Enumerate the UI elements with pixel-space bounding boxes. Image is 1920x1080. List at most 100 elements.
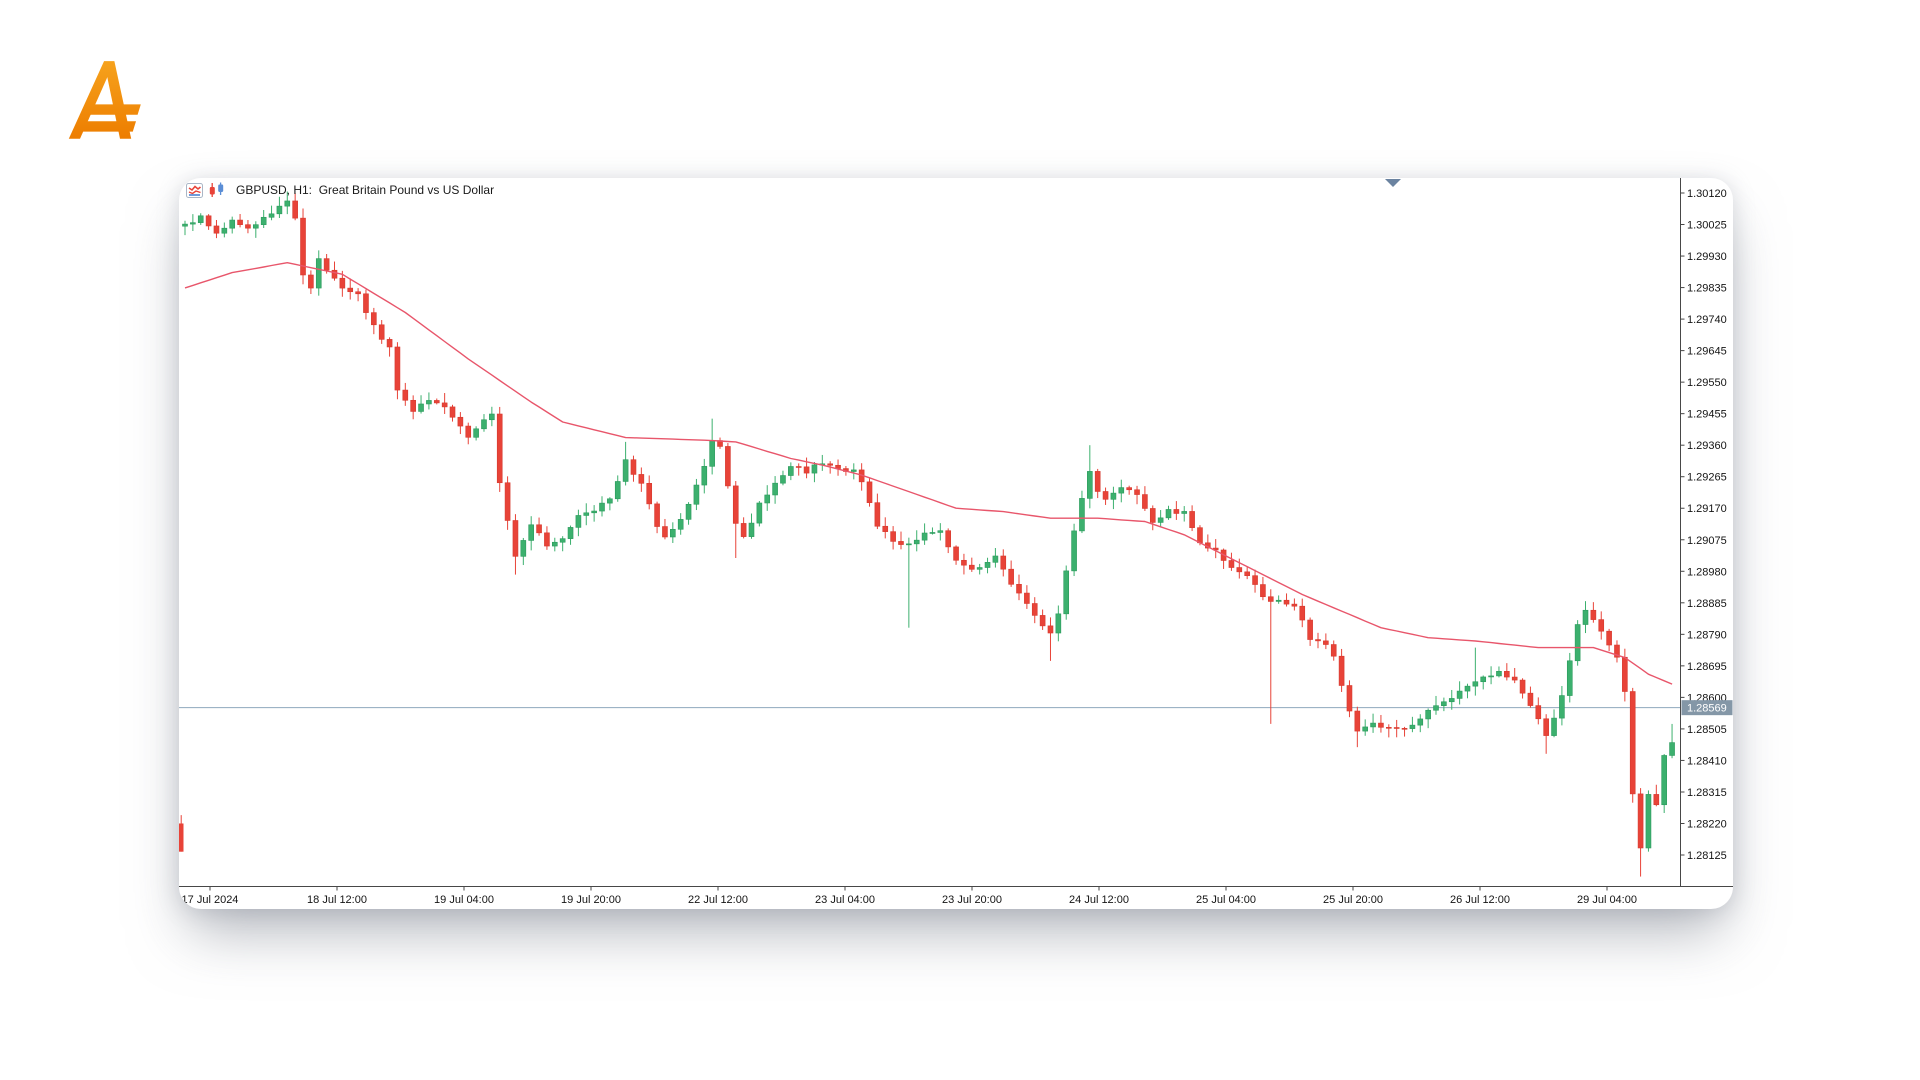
- candle-body: [1496, 671, 1502, 677]
- candle-body: [512, 520, 519, 557]
- candle-body: [245, 224, 251, 229]
- candle-body: [1401, 728, 1408, 730]
- candle-body: [614, 481, 621, 500]
- candle-body: [1260, 584, 1266, 598]
- candle-body: [709, 440, 715, 467]
- price-scale[interactable]: 1.30120 1.30025 1.29930 1.29835 1.29740 1.296…: [1680, 188, 1727, 862]
- candle-body: [630, 459, 637, 475]
- candle-body: [276, 205, 283, 215]
- candle-body: [1488, 675, 1494, 678]
- candle-body: [1527, 692, 1534, 706]
- x-tick-label: 19 Jul 04:00: [434, 894, 494, 906]
- moving-average-line[interactable]: [184, 262, 1673, 685]
- candle-body: [874, 502, 881, 527]
- candle-body: [575, 515, 582, 528]
- candle-body: [732, 485, 739, 524]
- price-chart[interactable]: 1.30120 1.30025 1.29930 1.29835 1.29740 1.296…: [179, 178, 1733, 909]
- candle-body: [1464, 685, 1471, 692]
- candle-body: [1047, 625, 1054, 634]
- x-tick-label: 26 Jul 12:00: [1450, 894, 1510, 906]
- candle-body: [725, 446, 731, 487]
- candle-body: [1031, 603, 1038, 616]
- chart-shift-marker-icon[interactable]: [1385, 179, 1401, 187]
- candle-body: [1307, 619, 1313, 640]
- candle-body: [1472, 681, 1479, 687]
- candle-body: [1661, 755, 1667, 806]
- candle-body: [1441, 701, 1447, 706]
- candle-body: [536, 524, 542, 534]
- y-tick-label: 1.30025: [1687, 220, 1727, 232]
- chart-header: GBPUSD, H1: Great Britain Pound vs US Do…: [186, 182, 494, 198]
- y-tick-label: 1.29740: [1687, 314, 1727, 326]
- candle-body: [1409, 724, 1416, 729]
- x-tick-label: 25 Jul 20:00: [1323, 894, 1383, 906]
- candles-layer[interactable]: [182, 191, 1675, 877]
- candle-body: [780, 475, 786, 484]
- candle-body: [229, 219, 236, 229]
- candle-body: [1346, 685, 1353, 712]
- candle-body: [205, 215, 212, 227]
- candle-body: [441, 402, 448, 408]
- candle-body: [654, 503, 660, 527]
- candle-body: [1118, 487, 1125, 494]
- candle-body: [308, 274, 314, 289]
- candle-body: [693, 484, 700, 505]
- y-tick-label: 1.29835: [1687, 283, 1727, 295]
- x-tick-label: 25 Jul 04:00: [1196, 894, 1256, 906]
- x-tick-label: 17 Jul 2024: [182, 894, 239, 906]
- candle-body: [253, 224, 259, 229]
- y-tick-label: 1.29360: [1687, 440, 1727, 452]
- candle-body: [457, 416, 464, 427]
- candle-body: [213, 225, 220, 234]
- candle-body: [929, 532, 936, 534]
- candle-body: [670, 528, 676, 538]
- candle-body: [1197, 527, 1203, 544]
- y-tick-label: 1.28885: [1687, 598, 1727, 610]
- candle-body: [1267, 596, 1274, 602]
- candle-body: [788, 466, 794, 476]
- candle-body: [1574, 624, 1581, 662]
- candle-body: [756, 502, 763, 524]
- y-tick-label: 1.28315: [1687, 787, 1727, 799]
- candle-body: [1511, 676, 1518, 681]
- candle-body: [827, 463, 833, 466]
- chart-card: 1.30120 1.30025 1.29930 1.29835 1.29740 1.296…: [179, 178, 1733, 909]
- candle-body: [559, 538, 566, 543]
- candle-body: [638, 474, 645, 484]
- candle-body: [1283, 599, 1290, 605]
- candle-body: [1299, 605, 1306, 621]
- candle-body: [984, 562, 991, 568]
- candle-body: [1110, 492, 1117, 500]
- candle-body: [1629, 691, 1636, 795]
- candle-body: [1582, 609, 1589, 625]
- candle-body: [1275, 599, 1282, 602]
- candle-body: [237, 219, 243, 225]
- candle-body: [992, 555, 999, 563]
- axes: [179, 178, 1733, 887]
- candle-body: [795, 466, 802, 468]
- candle-body: [528, 524, 534, 541]
- x-tick-label: 18 Jul 12:00: [307, 894, 367, 906]
- candle-body: [300, 217, 306, 276]
- candle-body: [882, 525, 889, 532]
- time-scale[interactable]: 17 Jul 2024 18 Jul 12:00 19 Jul 04:00 19 Ju…: [182, 886, 1637, 907]
- candle-body: [426, 400, 432, 405]
- candle-body: [811, 464, 818, 474]
- candle-body: [748, 522, 755, 537]
- candle-body: [921, 532, 928, 541]
- candle-body: [1149, 508, 1156, 523]
- y-tick-label: 1.28505: [1687, 724, 1727, 736]
- candle-body: [378, 324, 385, 340]
- candle-body: [906, 543, 912, 546]
- candle-body: [1559, 695, 1565, 719]
- candle-body: [866, 481, 873, 503]
- x-tick-label: 19 Jul 20:00: [561, 894, 621, 906]
- candle-body: [1480, 676, 1487, 683]
- y-tick-label: 1.29550: [1687, 377, 1727, 389]
- candle-body: [363, 293, 369, 313]
- candle-body: [268, 213, 275, 218]
- candle-body: [1000, 555, 1007, 570]
- candle-body: [1448, 698, 1455, 703]
- candle-body: [1456, 690, 1463, 699]
- svg-text:1.28569: 1.28569: [1687, 703, 1727, 715]
